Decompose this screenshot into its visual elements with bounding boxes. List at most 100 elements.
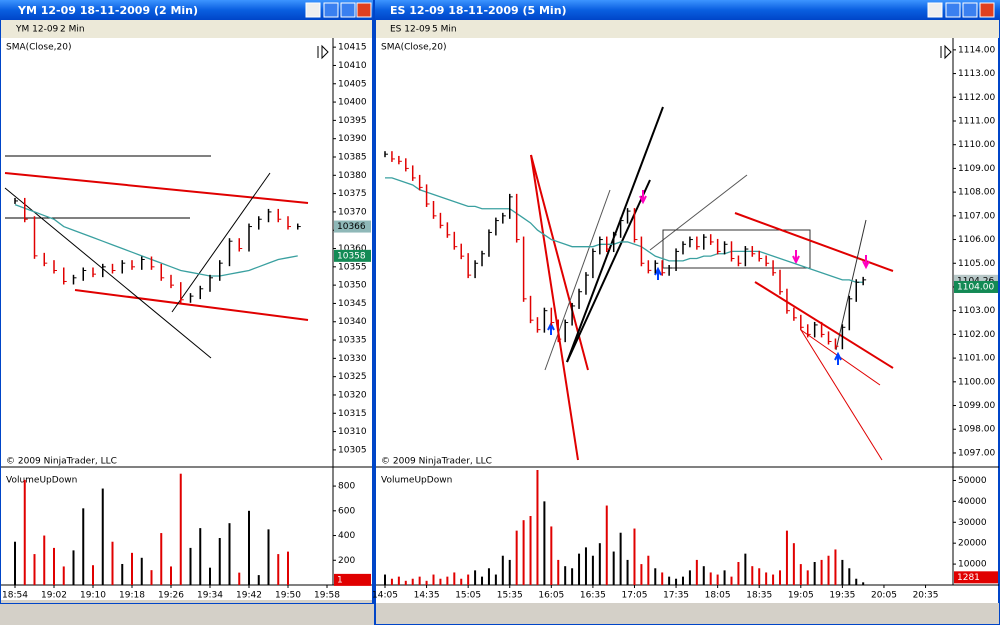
- x-tick-label: 19:34: [197, 591, 223, 601]
- volume-bar: [737, 562, 740, 585]
- x-tick-label: 16:35: [580, 591, 606, 601]
- y-tick-label: 800: [338, 482, 355, 492]
- volume-bar: [150, 570, 153, 585]
- volume-bar: [522, 520, 525, 585]
- volume-bar: [140, 557, 143, 585]
- window-title: YM 12-09 18-11-2009 (2 Min): [17, 4, 198, 17]
- volume-bar: [841, 559, 844, 585]
- x-tick-label: 19:58: [314, 591, 340, 601]
- x-tick-label: 19:42: [236, 591, 262, 601]
- button-l[interactable]: [305, 2, 321, 18]
- trend-line: [4, 187, 212, 359]
- volume-bar: [257, 575, 260, 585]
- y-tick-label: 10385: [338, 152, 367, 162]
- volume-bar: [111, 541, 114, 585]
- instrument-select[interactable]: YM 12-09: [15, 25, 59, 35]
- volume-bar: [571, 568, 574, 585]
- volume-bar: [287, 551, 289, 585]
- volume-bar: [612, 551, 615, 585]
- volume-bar: [550, 526, 553, 585]
- volume-bar: [834, 549, 837, 585]
- button-close[interactable]: [979, 2, 995, 18]
- last-volume-label: 1: [337, 575, 343, 585]
- y-tick-label: 10315: [338, 409, 367, 419]
- button-minimize[interactable]: [945, 2, 961, 18]
- x-tick-label: 18:05: [705, 591, 731, 601]
- volume-bar: [494, 574, 497, 585]
- volume-bar: [72, 550, 75, 585]
- last-price-box: [954, 280, 998, 293]
- button-close[interactable]: [356, 2, 372, 18]
- volume-bar: [813, 562, 816, 585]
- volume-bar: [446, 576, 449, 585]
- volume-bar: [529, 516, 532, 585]
- volume-bar: [277, 554, 280, 585]
- volume-bar: [862, 582, 865, 585]
- volume-bar: [199, 528, 202, 585]
- y-tick-label: 1114.00: [958, 45, 995, 55]
- volume-bar: [62, 566, 65, 585]
- volume-bar: [626, 559, 629, 585]
- x-tick-label: 19:18: [119, 591, 145, 601]
- volume-bar: [633, 528, 636, 585]
- button-maximize[interactable]: [340, 2, 356, 18]
- scroll-icon[interactable]: [317, 44, 952, 60]
- period-select[interactable]: 5 Min: [432, 25, 457, 35]
- volume-bar: [598, 543, 601, 585]
- volume-bar: [474, 570, 477, 585]
- button-maximize[interactable]: [962, 2, 978, 18]
- volume-bar: [695, 559, 698, 585]
- volume-bar: [248, 510, 250, 585]
- window-left: YM 12-09 18-11-2009 (2 Min) YM 12-09 2 M…: [0, 0, 374, 604]
- volume-bar: [792, 543, 795, 585]
- x-tick-label: 17:35: [663, 591, 689, 601]
- volume-bar: [765, 572, 768, 585]
- volume-bar: [848, 568, 851, 585]
- volume-bar: [799, 564, 802, 585]
- y-tick-label: 20000: [958, 539, 987, 549]
- sma-line: [385, 177, 864, 283]
- x-tick-label: 19:26: [158, 591, 184, 601]
- volume-bar: [806, 570, 809, 585]
- trend-line: [530, 154, 579, 461]
- volume-bar: [384, 574, 386, 585]
- y-tick-label: 10310: [338, 427, 367, 437]
- y-tick-label: 1100.00: [958, 377, 995, 387]
- volume-bar: [779, 570, 782, 585]
- y-tick-label: 10375: [338, 189, 367, 199]
- last-price-label: 10358: [337, 251, 366, 261]
- volume-bar: [640, 564, 643, 585]
- x-tick-label: 19:35: [829, 591, 855, 601]
- button-l[interactable]: [927, 2, 943, 18]
- volume-bar: [557, 559, 560, 585]
- volume-bar: [82, 508, 85, 585]
- x-tick-label: 16:05: [538, 591, 564, 601]
- title-bar: [375, 0, 1000, 20]
- volume-bar: [43, 535, 46, 585]
- y-tick-label: 1111.00: [958, 116, 995, 126]
- copyright: © 2009 NinjaTrader, LLC: [381, 457, 492, 467]
- y-tick-label: 10345: [338, 299, 367, 309]
- volume-bar: [619, 532, 622, 585]
- instrument-select[interactable]: ES 12-09: [390, 25, 431, 35]
- button-minimize[interactable]: [323, 2, 339, 18]
- y-tick-label: 600: [338, 506, 355, 516]
- trend-line: [566, 179, 651, 363]
- period-select[interactable]: 2 Min: [60, 25, 85, 35]
- y-tick-label: 10335: [338, 336, 367, 346]
- volume-bar: [501, 555, 504, 585]
- volume-bar: [584, 547, 587, 585]
- y-tick-label: 10395: [338, 116, 367, 126]
- y-tick-label: 1110.00: [958, 140, 995, 150]
- y-tick-label: 10405: [338, 79, 367, 89]
- y-tick-label: 1106.00: [958, 235, 995, 245]
- volume-bar: [709, 572, 712, 585]
- volume-bar: [439, 578, 442, 585]
- x-tick-label: 19:05: [788, 591, 814, 601]
- volume-bar: [820, 559, 823, 585]
- x-tick-label: 18:54: [2, 591, 28, 601]
- last-volume-box: [954, 571, 998, 584]
- y-tick-label: 10370: [338, 207, 367, 217]
- volume-bar: [591, 555, 594, 585]
